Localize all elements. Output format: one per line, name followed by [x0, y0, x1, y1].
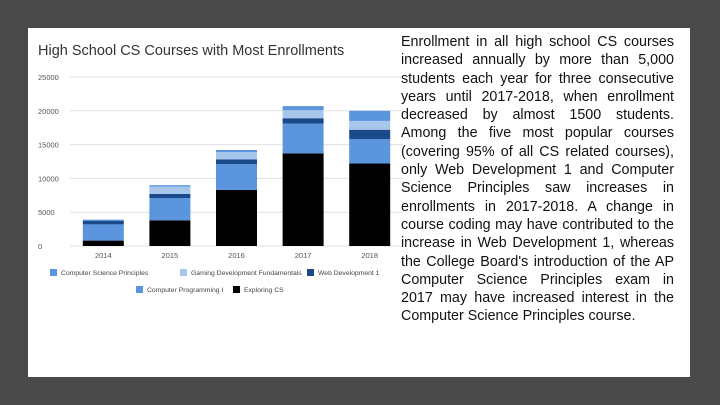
y-tick-label: 10000	[38, 174, 59, 183]
bar-segment	[282, 123, 324, 154]
legend-swatch	[50, 269, 57, 276]
bar-segment	[216, 164, 257, 190]
bar-segment	[349, 129, 391, 140]
bar-segment	[349, 163, 391, 246]
x-tick-label: 2017	[295, 251, 312, 260]
bar-segment	[349, 110, 391, 121]
bar-segment	[82, 240, 124, 246]
bar-segment	[82, 220, 124, 225]
x-tick-label: 2016	[228, 251, 245, 260]
legend-swatch	[136, 286, 143, 293]
legend-label: Exploring CS	[244, 287, 284, 294]
bar-segment	[282, 106, 324, 111]
y-tick-label: 15000	[38, 141, 59, 150]
slide: High School CS Courses with Most Enrollm…	[28, 28, 690, 377]
x-tick-label: 2015	[162, 251, 179, 260]
legend-label: Gaming Development Fundamentals	[191, 270, 302, 277]
bar-segment	[216, 189, 257, 246]
bar-segment	[349, 120, 391, 130]
chart-panel: High School CS Courses with Most Enrollm…	[28, 28, 410, 377]
bar-segment	[216, 152, 257, 160]
bar-segment	[82, 224, 124, 241]
bar-segment	[349, 139, 391, 164]
bar-segment	[282, 118, 324, 124]
y-tick-label: 5000	[38, 208, 55, 217]
legend-label: Computer Science Principles	[61, 270, 149, 277]
bar-segment	[149, 198, 191, 221]
body-paragraph: Enrollment in all high school CS courses…	[401, 34, 674, 325]
legend-label: Computer Programming I	[147, 287, 223, 294]
bar-segment	[149, 185, 191, 187]
legend-swatch	[233, 286, 240, 293]
bar-segment	[82, 219, 124, 221]
y-tick-label: 0	[38, 242, 42, 251]
stacked-bar-chart: High School CS Courses with Most Enrollm…	[38, 43, 403, 294]
legend-swatch	[180, 269, 187, 276]
y-tick-label: 20000	[38, 107, 59, 116]
x-tick-label: 2018	[361, 251, 378, 260]
x-tick-label: 2014	[95, 251, 112, 260]
legend-swatch	[307, 269, 314, 276]
bar-segment	[282, 153, 324, 246]
legend-label: Web Development 1	[318, 270, 380, 277]
bar-segment	[216, 150, 257, 153]
bar-segment	[149, 193, 191, 199]
bar-segment	[282, 110, 324, 119]
bar-segment	[149, 220, 191, 246]
bar-segment	[149, 186, 191, 194]
bar-segment	[216, 159, 257, 165]
chart-title: High School CS Courses with Most Enrollm…	[38, 43, 344, 59]
y-tick-label: 25000	[38, 73, 59, 82]
